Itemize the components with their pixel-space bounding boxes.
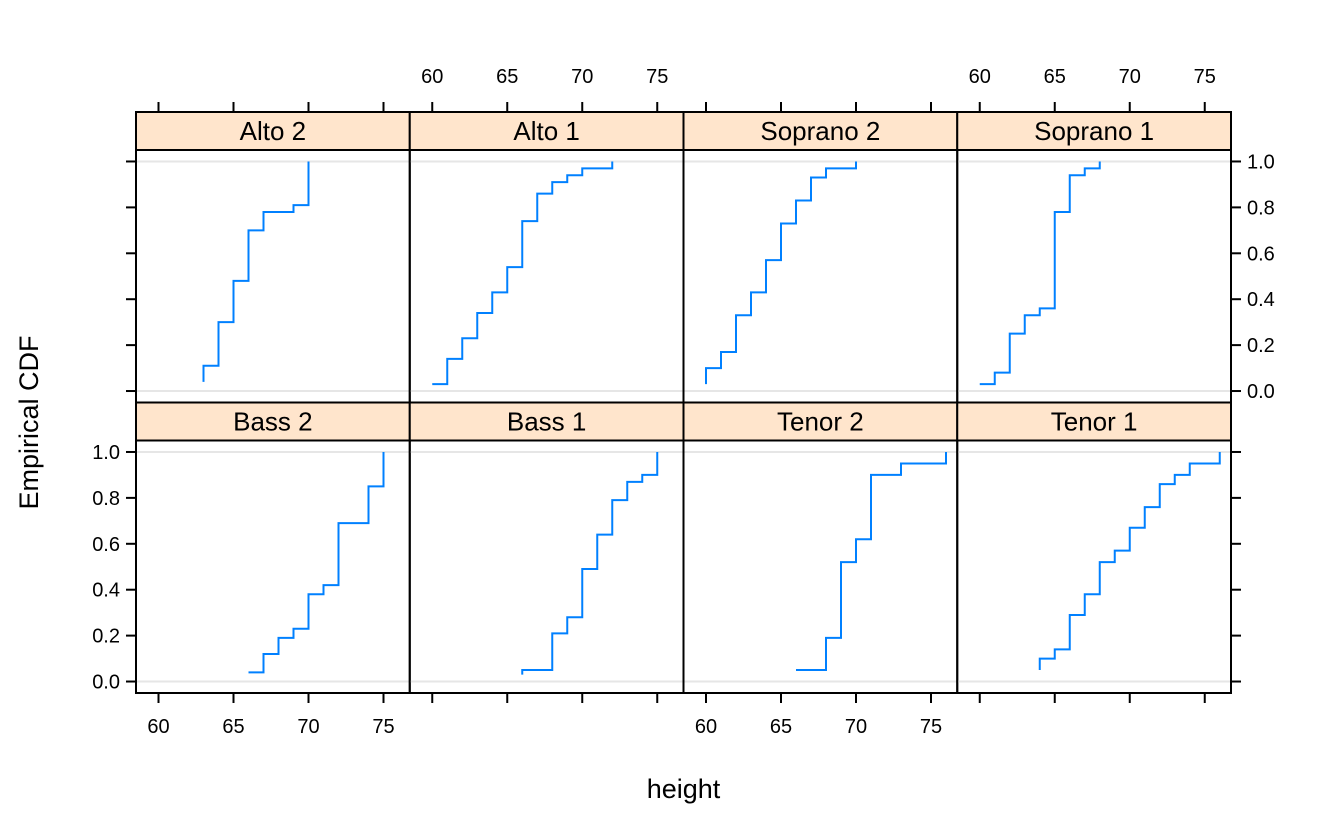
strip-background	[408, 401, 685, 442]
axes: 60 65 70 75 60 65 70 75 60 65 70 75 60 65 70 75 0.0 0.2 0.…	[92, 66, 1275, 738]
x-axis-title: height	[647, 774, 721, 804]
panel-bass-2: Bass 2	[135, 401, 411, 694]
panel-soprano-1: Soprano 1	[956, 111, 1232, 404]
x-tick-label-top: 65	[496, 66, 518, 88]
y-tick-label-right: 0.8	[1247, 197, 1275, 219]
strip-label: Tenor 2	[777, 407, 864, 437]
x-tick-label-bottom: 70	[297, 716, 319, 738]
ecdf-line-alto-2	[202, 161, 310, 382]
panel-border	[956, 149, 1232, 404]
ecdf-line-soprano-2	[705, 161, 857, 385]
panels-group: Alto 2 Alto 1 Soprano 2 Soprano 1 Bass 2 Bass…	[92, 66, 1275, 738]
strip-background	[956, 401, 1232, 442]
strip-label: Alto 1	[513, 116, 580, 146]
y-tick-label-left: 0.2	[92, 626, 120, 648]
y-tick-label-left: 0.6	[92, 534, 120, 556]
panel-border	[956, 439, 1232, 694]
x-tick-label-bottom: 60	[695, 716, 717, 738]
x-tick-label-top: 75	[646, 66, 668, 88]
x-tick-label-top: 70	[1119, 66, 1141, 88]
x-tick-label-top: 75	[1194, 66, 1216, 88]
panel-bass-1: Bass 1	[408, 401, 685, 694]
y-tick-label-right: 0.2	[1247, 335, 1275, 357]
y-tick-label-right: 0.4	[1247, 289, 1275, 311]
ecdf-line-bass-1	[521, 451, 659, 675]
ecdf-line-bass-2	[248, 451, 385, 674]
x-tick-label-bottom: 65	[222, 716, 244, 738]
y-tick-label-left: 0.4	[92, 580, 120, 602]
strip-label: Tenor 1	[1051, 407, 1138, 437]
x-tick-label-bottom: 75	[372, 716, 394, 738]
x-tick-label-bottom: 60	[147, 716, 169, 738]
ecdf-line-alto-1	[432, 161, 614, 386]
y-tick-label-right: 0.6	[1247, 243, 1275, 265]
y-axis-title: Empirical CDF	[14, 335, 44, 509]
panel-tenor-1: Tenor 1	[956, 401, 1232, 694]
strip-background	[135, 111, 411, 151]
x-tick-label-bottom: 65	[770, 716, 792, 738]
panel-tenor-2: Tenor 2	[682, 401, 959, 694]
panel-border	[682, 149, 959, 404]
panel-border	[135, 149, 411, 404]
x-tick-label-top: 70	[571, 66, 593, 88]
panel-border	[135, 439, 411, 694]
x-tick-label-bottom: 70	[845, 716, 867, 738]
panel-border	[682, 439, 959, 694]
strip-label: Bass 2	[233, 407, 313, 437]
x-tick-label-bottom: 75	[920, 716, 942, 738]
y-tick-label-left: 1.0	[92, 442, 120, 464]
strip-label: Alto 2	[240, 116, 307, 146]
ecdf-line-tenor-2	[796, 451, 947, 672]
x-tick-label-top: 65	[1044, 66, 1066, 88]
panel-border	[408, 149, 685, 404]
x-tick-label-top: 60	[969, 66, 991, 88]
panel-soprano-2: Soprano 2	[682, 111, 959, 404]
y-tick-label-left: 0.8	[92, 488, 120, 510]
strip-label: Bass 1	[507, 407, 587, 437]
x-tick-label-top: 60	[421, 66, 443, 88]
y-tick-label-right: 0.0	[1247, 381, 1275, 403]
ecdf-line-soprano-1	[979, 161, 1101, 386]
strip-background	[682, 111, 959, 151]
ecdf-line-tenor-1	[1038, 451, 1221, 671]
panel-alto-1: Alto 1	[408, 111, 685, 404]
strip-label: Soprano 1	[1034, 116, 1154, 146]
panel-alto-2: Alto 2	[135, 111, 411, 404]
y-tick-label-right: 1.0	[1247, 151, 1275, 173]
strip-label: Soprano 2	[760, 116, 880, 146]
y-tick-label-left: 0.0	[92, 672, 120, 694]
